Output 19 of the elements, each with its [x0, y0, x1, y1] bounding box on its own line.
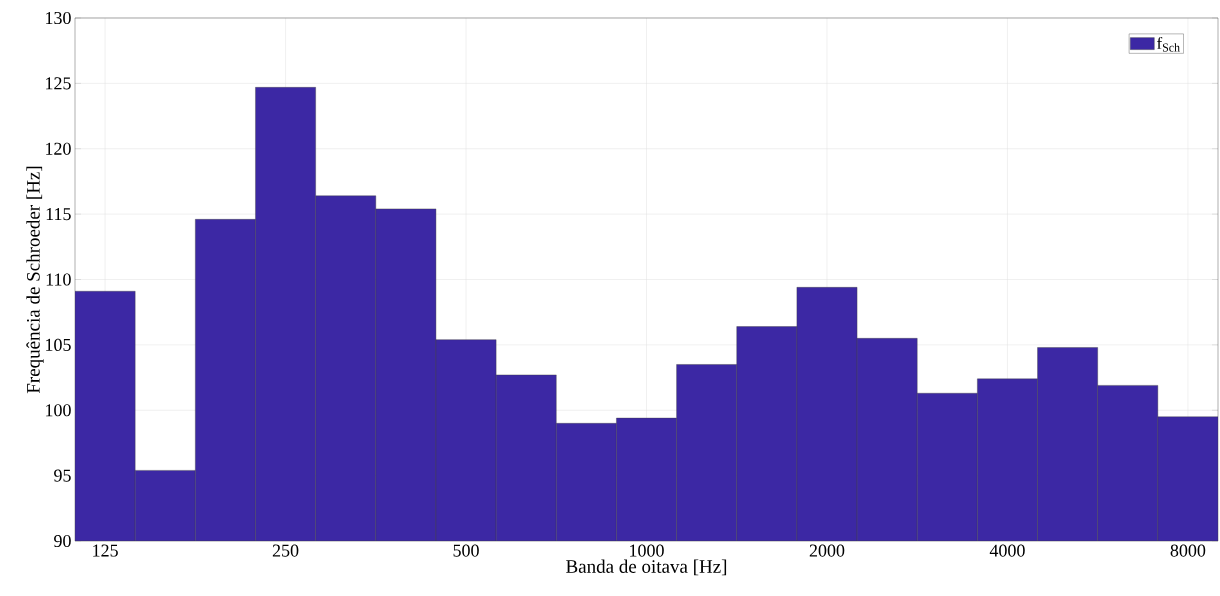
- x-axis-title: Banda de oitava [Hz]: [566, 559, 727, 576]
- y-tick-label: 125: [46, 77, 71, 90]
- x-tick-label: 4000: [989, 544, 1025, 557]
- y-tick-label: 115: [46, 208, 71, 221]
- legend-label: f$_{Sch}$: [1157, 36, 1180, 52]
- y-tick-label: 100: [46, 404, 71, 417]
- y-tick-label: 120: [46, 142, 71, 155]
- x-tick-label: 500: [453, 544, 479, 557]
- x-tick-label: 8000: [1170, 544, 1206, 557]
- y-tick-label: 130: [46, 11, 71, 25]
- y-tick-label: 90: [54, 534, 71, 548]
- x-tick-label: 1000: [630, 544, 664, 557]
- y-tick-label: 110: [46, 273, 71, 286]
- y-tick-label: 95: [54, 469, 71, 482]
- x-tick-label: 2000: [809, 544, 845, 557]
- x-tick-label: 125: [93, 544, 118, 557]
- y-axis-title: Frequência de Schroeder [Hz]: [26, 166, 44, 394]
- y-tick-label: 105: [46, 338, 71, 351]
- x-tick-label: 250: [272, 544, 299, 557]
